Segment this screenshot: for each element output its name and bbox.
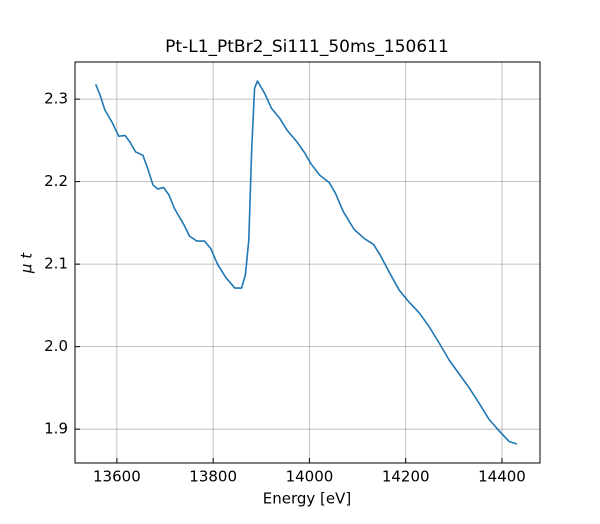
y-tick-label: 2.3 bbox=[44, 90, 68, 108]
x-tick-label: 14000 bbox=[286, 468, 334, 486]
y-tick-label: 1.9 bbox=[44, 420, 68, 438]
x-tick-label: 14400 bbox=[478, 468, 526, 486]
y-tick-label: 2.1 bbox=[44, 255, 68, 273]
y-tick-label: 2.0 bbox=[44, 337, 68, 355]
x-tick-label: 14200 bbox=[382, 468, 430, 486]
x-tick-label: 13600 bbox=[93, 468, 141, 486]
chart-title: Pt-L1_PtBr2_Si111_50ms_150611 bbox=[165, 37, 449, 57]
y-axis-label: μ t bbox=[18, 252, 36, 274]
x-tick-label: 13800 bbox=[189, 468, 237, 486]
plot-frame bbox=[74, 61, 541, 464]
data-line bbox=[94, 80, 518, 445]
y-tick-label: 2.2 bbox=[44, 172, 68, 190]
x-axis-label: Energy [eV] bbox=[263, 490, 351, 508]
